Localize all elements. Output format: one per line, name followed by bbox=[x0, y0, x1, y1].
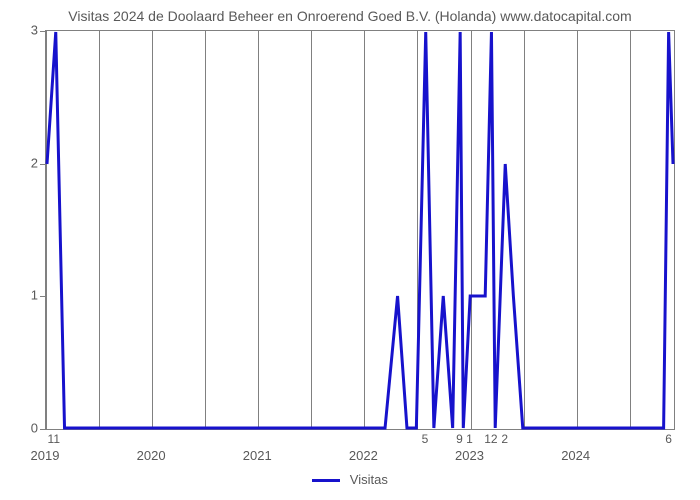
x-tick-label: 2023 bbox=[455, 448, 484, 463]
legend-swatch bbox=[312, 479, 340, 482]
data-point-label: 2 bbox=[501, 432, 508, 446]
data-point-label: 9 bbox=[456, 432, 463, 446]
y-tick-label: 2 bbox=[31, 155, 38, 170]
chart-title: Visitas 2024 de Doolaard Beheer en Onroe… bbox=[0, 8, 700, 24]
y-tick-label: 1 bbox=[31, 288, 38, 303]
y-tick-label: 0 bbox=[31, 421, 38, 436]
data-point-label: 12 bbox=[484, 432, 497, 446]
line-series bbox=[46, 31, 674, 429]
legend: Visitas bbox=[0, 472, 700, 487]
x-tick-label: 2020 bbox=[137, 448, 166, 463]
x-tick-label: 2022 bbox=[349, 448, 378, 463]
data-point-label: 5 bbox=[422, 432, 429, 446]
x-tick-label: 2019 bbox=[31, 448, 60, 463]
x-tick-label: 2024 bbox=[561, 448, 590, 463]
data-point-label: 1 bbox=[466, 432, 473, 446]
y-tick-label: 3 bbox=[31, 23, 38, 38]
x-tick-label: 2021 bbox=[243, 448, 272, 463]
data-point-label: 6 bbox=[665, 432, 672, 446]
data-point-label: 11 bbox=[48, 432, 60, 446]
chart-container: Visitas 2024 de Doolaard Beheer en Onroe… bbox=[0, 0, 700, 500]
legend-label: Visitas bbox=[350, 472, 388, 487]
plot-area bbox=[45, 30, 675, 430]
